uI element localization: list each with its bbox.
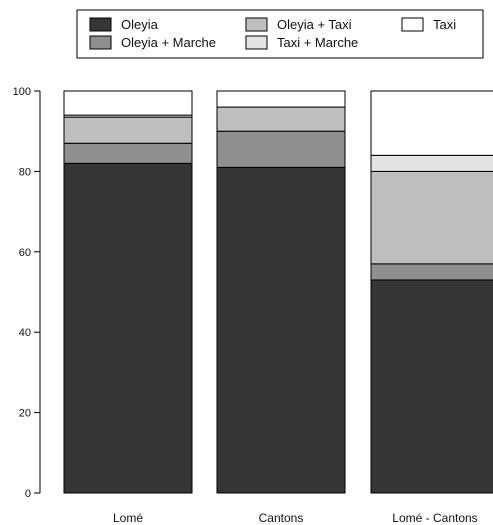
bars — [63, 90, 493, 494]
y-tick-label: 60 — [19, 247, 31, 259]
legend-label: Oleyia + Marche — [121, 35, 216, 50]
y-tick-label: 100 — [13, 86, 31, 98]
legend-swatch — [245, 17, 268, 32]
bar-segment — [370, 279, 493, 494]
category-label: Lomé - Cantons — [392, 511, 477, 525]
bar-segment — [216, 90, 346, 108]
bar-segment — [216, 166, 346, 494]
legend-swatch — [89, 17, 112, 32]
legend-swatch — [245, 35, 268, 50]
bar-segment — [370, 170, 493, 265]
category-label: Lomé — [113, 511, 143, 525]
category-label: Cantons — [259, 511, 304, 525]
bar-stack — [370, 90, 493, 494]
legend-item: Oleyia — [89, 17, 159, 32]
y-axis: 0 20 40 60 80 100 — [13, 86, 41, 500]
bar-segment — [63, 142, 193, 164]
y-tick-label: 20 — [19, 408, 31, 420]
bar-segment — [63, 116, 193, 144]
legend-item: Taxi + Marche — [245, 35, 358, 50]
bar-stack — [63, 90, 193, 494]
bar-segment — [63, 90, 193, 116]
legend-swatch — [401, 17, 424, 32]
legend-label: Taxi — [433, 17, 456, 32]
legend: Oleyia Oleyia + Marche Oleyia + Taxi Taxi +… — [76, 9, 484, 59]
bar-segment — [370, 90, 493, 156]
y-tick-label: 40 — [19, 327, 31, 339]
bar-segment — [216, 130, 346, 168]
y-tick-label: 80 — [19, 166, 31, 178]
legend-label: Oleyia + Taxi — [277, 17, 352, 32]
bar-segment — [370, 154, 493, 172]
legend-swatch — [89, 35, 112, 50]
legend-label: Taxi + Marche — [277, 35, 358, 50]
legend-item: Oleyia + Taxi — [245, 17, 352, 32]
bar-stack — [216, 90, 346, 494]
y-tick-label: 0 — [25, 488, 31, 500]
bar-segment — [370, 263, 493, 281]
legend-label: Oleyia — [121, 17, 159, 32]
category-labels: Lomé Cantons Lomé - Cantons — [113, 511, 478, 525]
bar-segment — [216, 106, 346, 132]
legend-item: Taxi — [401, 17, 456, 32]
legend-item: Oleyia + Marche — [89, 35, 216, 50]
bar-segment — [63, 162, 193, 494]
